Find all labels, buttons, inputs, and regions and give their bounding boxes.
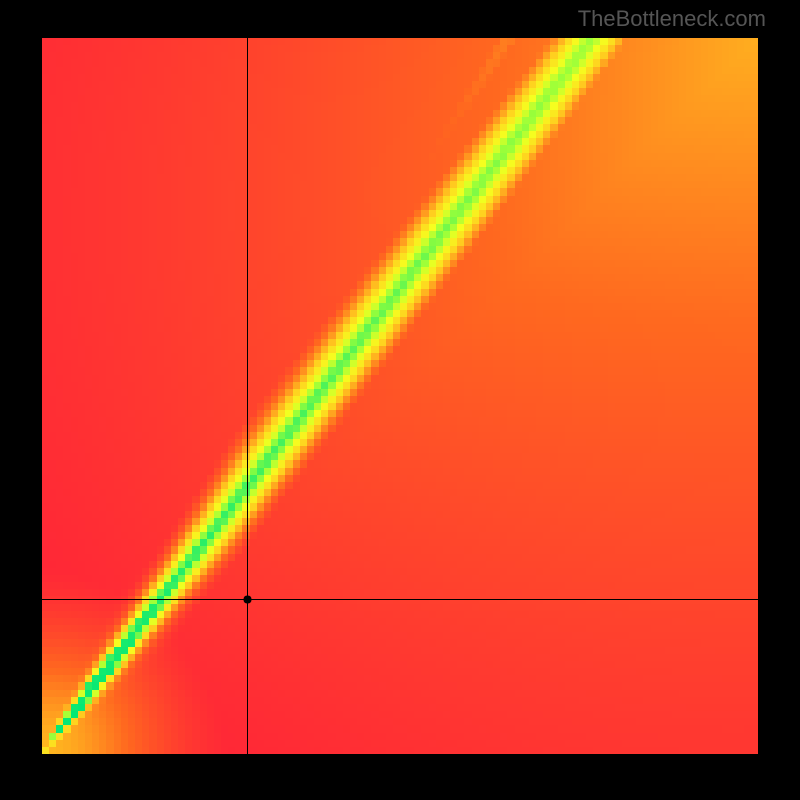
bottleneck-heatmap [42, 38, 758, 754]
chart-stage: TheBottleneck.com [0, 0, 800, 800]
watermark-text: TheBottleneck.com [578, 6, 766, 32]
